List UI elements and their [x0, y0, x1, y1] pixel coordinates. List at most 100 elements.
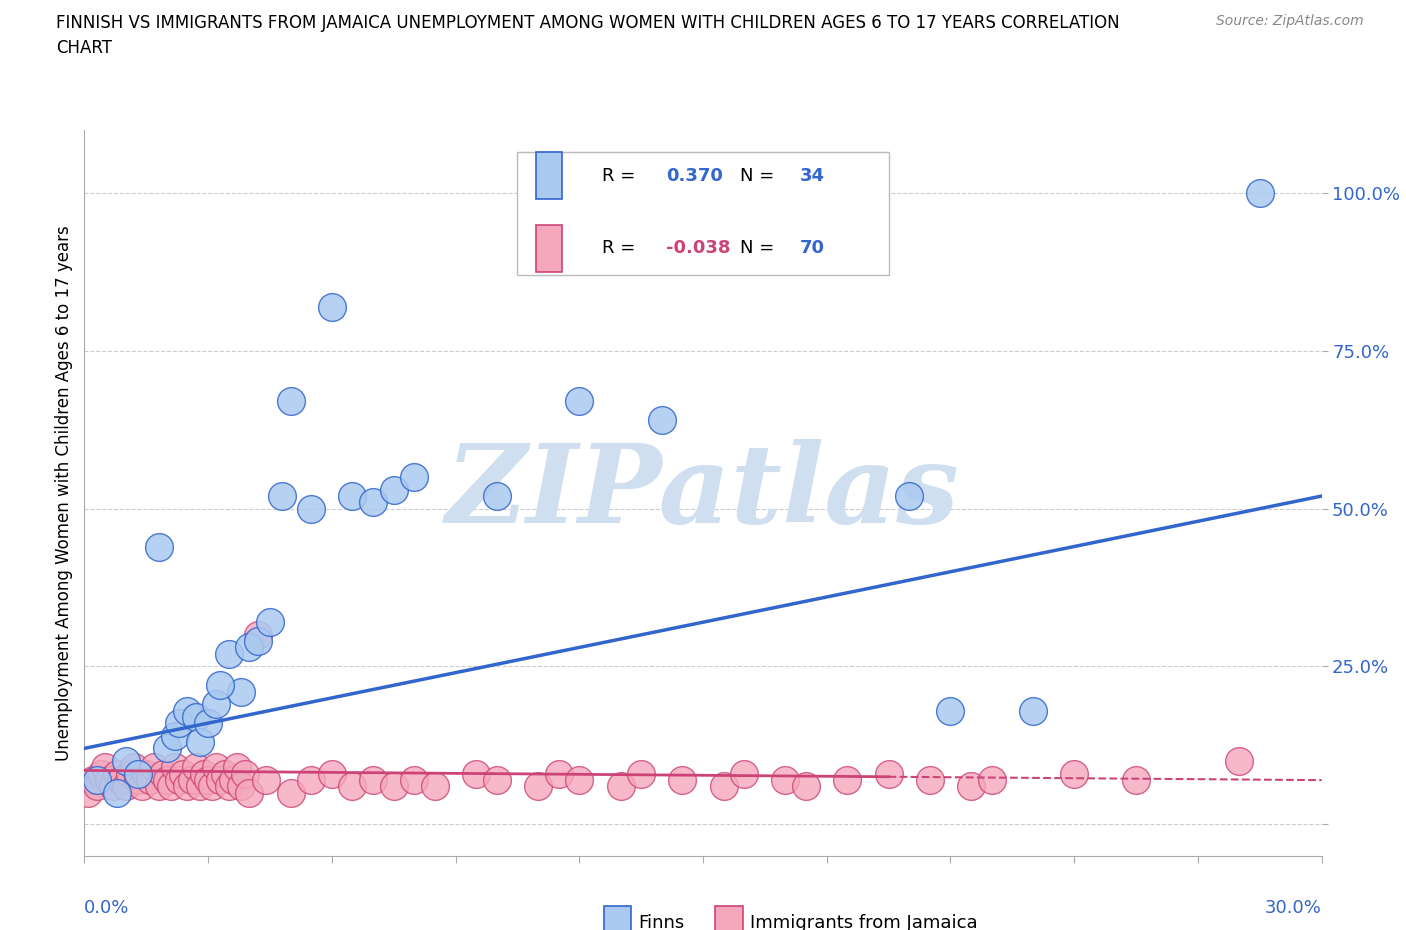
Text: Immigrants from Jamaica: Immigrants from Jamaica [749, 914, 977, 930]
Point [193, 766, 215, 781]
Point [527, 778, 550, 793]
Point [671, 773, 693, 788]
Point [86, 778, 108, 793]
Point [205, 697, 228, 711]
Bar [605, 907, 631, 930]
Point [148, 778, 170, 793]
Point [485, 488, 508, 503]
Point [143, 760, 166, 775]
Point [342, 488, 364, 503]
Point [205, 760, 228, 775]
Point [184, 710, 207, 724]
Point [94, 760, 117, 775]
Point [238, 640, 260, 655]
Point [139, 773, 162, 788]
Point [877, 766, 900, 781]
Text: N =: N = [740, 239, 780, 258]
Point [222, 773, 245, 788]
Point [229, 684, 252, 699]
Point [172, 766, 194, 781]
Point [127, 773, 149, 788]
Bar [716, 907, 742, 930]
Point [280, 394, 302, 409]
Point [898, 488, 921, 503]
Point [713, 778, 735, 793]
Point [246, 633, 269, 648]
Point [180, 773, 202, 788]
Point [233, 766, 256, 781]
Point [465, 766, 488, 781]
Point [201, 778, 224, 793]
Text: -0.038: -0.038 [666, 239, 730, 258]
Point [342, 778, 364, 793]
Text: N =: N = [740, 166, 780, 185]
Text: CHART: CHART [56, 39, 112, 57]
Point [188, 778, 211, 793]
Point [382, 778, 405, 793]
FancyBboxPatch shape [517, 152, 889, 275]
Point [167, 716, 190, 731]
Bar [536, 152, 562, 199]
Y-axis label: Unemployment Among Women with Children Ages 6 to 17 years: Unemployment Among Women with Children A… [55, 225, 73, 761]
Point [103, 778, 125, 793]
Point [1125, 773, 1147, 788]
Point [105, 766, 128, 781]
Point [98, 773, 121, 788]
Point [197, 716, 219, 731]
Point [361, 773, 384, 788]
Text: 34: 34 [800, 166, 824, 185]
Point [939, 703, 962, 718]
Text: FINNISH VS IMMIGRANTS FROM JAMAICA UNEMPLOYMENT AMONG WOMEN WITH CHILDREN AGES 6: FINNISH VS IMMIGRANTS FROM JAMAICA UNEMP… [56, 14, 1119, 32]
Point [77, 785, 100, 800]
Text: Source: ZipAtlas.com: Source: ZipAtlas.com [1216, 14, 1364, 28]
Text: 0.0%: 0.0% [84, 899, 129, 917]
Point [733, 766, 755, 781]
Text: Finns: Finns [638, 914, 685, 930]
Point [404, 470, 426, 485]
Point [127, 766, 149, 781]
Point [122, 760, 145, 775]
Point [105, 785, 128, 800]
Point [1227, 753, 1250, 768]
Point [1249, 186, 1271, 201]
Point [485, 773, 508, 788]
Text: R =: R = [602, 166, 641, 185]
Point [131, 778, 153, 793]
Point [547, 766, 569, 781]
Point [156, 773, 179, 788]
Point [209, 678, 232, 693]
Point [238, 785, 260, 800]
Point [299, 773, 322, 788]
Text: ZIPatlas: ZIPatlas [446, 439, 960, 547]
Point [651, 413, 673, 428]
Point [609, 778, 631, 793]
Point [114, 778, 136, 793]
Point [165, 760, 187, 775]
Point [246, 628, 269, 643]
Point [214, 766, 236, 781]
Point [280, 785, 302, 800]
Point [960, 778, 983, 793]
Text: R =: R = [602, 239, 641, 258]
Point [160, 778, 183, 793]
Point [90, 766, 112, 781]
Point [423, 778, 446, 793]
Point [176, 778, 198, 793]
Point [299, 501, 322, 516]
Point [775, 773, 797, 788]
Point [837, 773, 859, 788]
Text: 0.370: 0.370 [666, 166, 723, 185]
Point [404, 773, 426, 788]
Point [209, 773, 232, 788]
Point [184, 760, 207, 775]
Point [156, 741, 179, 756]
Point [568, 394, 591, 409]
Point [197, 773, 219, 788]
Point [1063, 766, 1085, 781]
Text: 30.0%: 30.0% [1265, 899, 1322, 917]
Bar [536, 224, 562, 272]
Point [148, 539, 170, 554]
Point [167, 773, 190, 788]
Point [218, 646, 240, 661]
Point [188, 735, 211, 750]
